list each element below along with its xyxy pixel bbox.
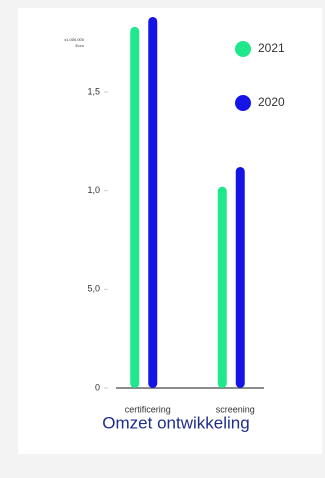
y-tick-label: 1,0 <box>87 185 100 195</box>
y-tick-label: 0 <box>95 382 100 392</box>
legend-swatch <box>235 41 251 57</box>
x-tick-label: screening <box>216 404 255 414</box>
y-unit: x1.000.000 <box>64 37 85 42</box>
bar <box>148 16 158 389</box>
bar <box>130 26 140 388</box>
x-tick-label: certificering <box>125 404 171 414</box>
y-tick-label: 5,0 <box>87 284 100 294</box>
legend-label: 2020 <box>258 95 285 109</box>
chart-title: Omzet ontwikkeling <box>102 413 249 432</box>
y-unit: Euro <box>76 43 85 48</box>
bar <box>217 186 227 388</box>
legend-swatch <box>235 95 251 111</box>
bar <box>235 166 245 388</box>
card <box>18 8 322 454</box>
y-tick-label: 1,5 <box>87 86 100 96</box>
legend-label: 2021 <box>258 41 285 55</box>
